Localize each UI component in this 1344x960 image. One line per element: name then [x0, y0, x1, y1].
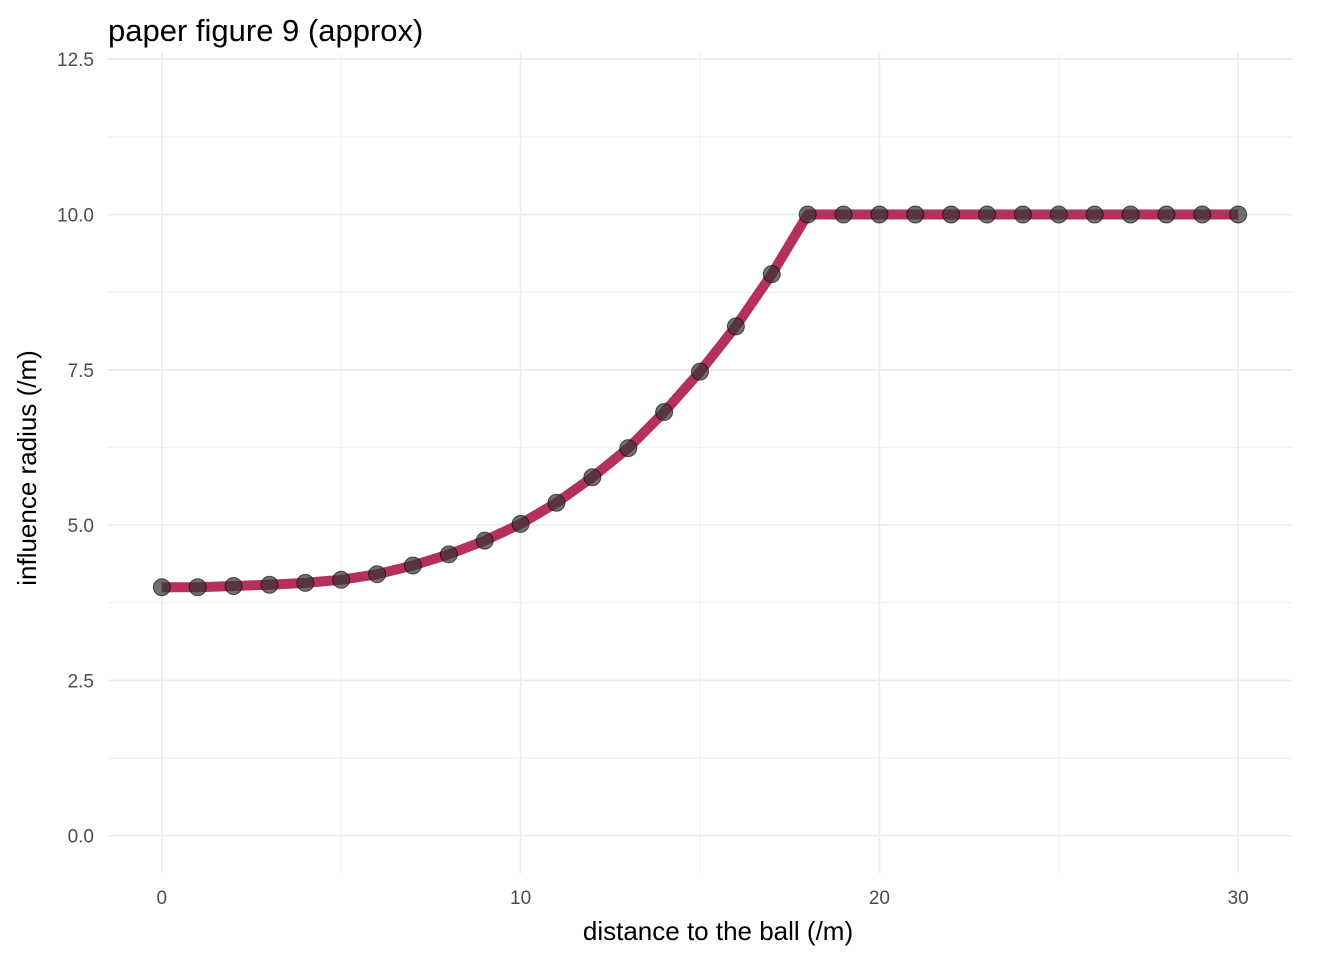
data-point [834, 205, 853, 224]
data-point [511, 514, 530, 533]
y-tick-label: 7.5 [68, 361, 94, 382]
x-axis-ticks: 0 10 20 30 [157, 888, 1249, 909]
y-tick-label: 0.0 [68, 827, 94, 848]
data-point [655, 403, 674, 422]
y-tick-label: 12.5 [57, 50, 94, 71]
y-tick-label: 10.0 [57, 206, 94, 227]
data-point [1085, 205, 1104, 224]
x-tick-label: 10 [510, 888, 531, 909]
data-point [798, 205, 817, 224]
series [152, 205, 1248, 597]
data-point [332, 570, 351, 589]
data-point [1013, 205, 1032, 224]
data-point [152, 578, 171, 597]
chart-title: paper figure 9 (approx) [108, 13, 423, 48]
data-point [726, 317, 745, 336]
data-point [1049, 205, 1068, 224]
data-point [368, 565, 387, 584]
x-tick-label: 20 [869, 888, 890, 909]
y-axis-ticks: 0.0 2.5 5.0 7.5 10.0 12.5 [57, 50, 94, 848]
data-point [583, 468, 602, 487]
data-point [762, 265, 781, 284]
data-point [224, 577, 243, 595]
data-point [870, 205, 889, 224]
y-tick-label: 2.5 [68, 671, 94, 692]
x-axis-label: distance to the ball (/m) [583, 916, 853, 946]
data-point [403, 556, 422, 575]
data-point [691, 362, 709, 381]
data-point [1121, 205, 1140, 224]
data-point [188, 578, 207, 597]
data-point [1157, 205, 1176, 224]
data-point [475, 531, 494, 550]
data-point [260, 575, 279, 594]
data-point [1229, 205, 1248, 224]
data-point [619, 439, 638, 458]
data-point [906, 205, 925, 224]
x-tick-label: 0 [157, 888, 168, 909]
data-point [1193, 205, 1212, 224]
grid [108, 53, 1292, 873]
y-axis-label: influence radius (/m) [12, 350, 42, 586]
data-point [439, 545, 458, 564]
data-point [942, 205, 961, 224]
data-point [296, 573, 315, 592]
y-tick-label: 5.0 [68, 516, 94, 537]
data-point [978, 205, 997, 224]
x-tick-label: 30 [1228, 888, 1249, 909]
data-point [547, 493, 566, 512]
